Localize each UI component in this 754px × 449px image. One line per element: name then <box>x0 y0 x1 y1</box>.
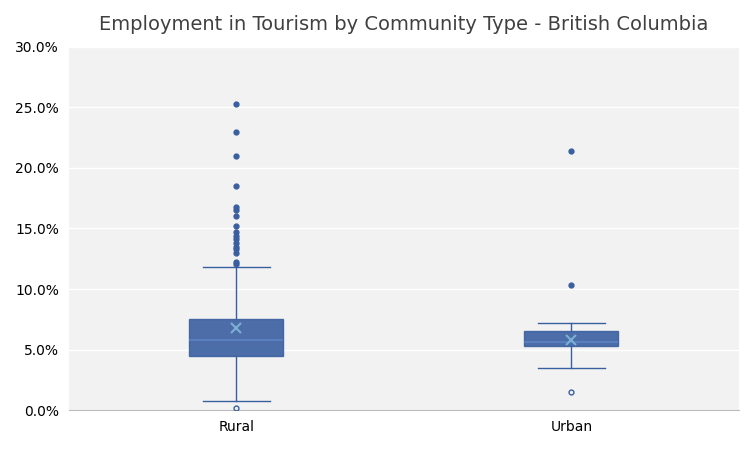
Title: Employment in Tourism by Community Type - British Columbia: Employment in Tourism by Community Type … <box>99 15 709 34</box>
Bar <box>525 331 618 346</box>
Bar <box>189 319 283 356</box>
